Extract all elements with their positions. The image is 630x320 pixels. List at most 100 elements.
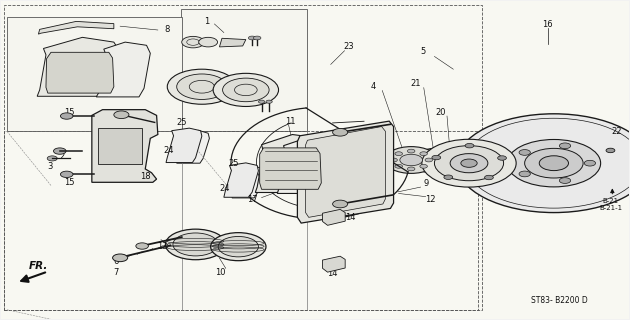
Text: 12: 12	[425, 195, 435, 204]
Text: 11: 11	[88, 61, 99, 70]
FancyBboxPatch shape	[181, 9, 307, 131]
Circle shape	[333, 200, 348, 208]
Circle shape	[181, 36, 204, 48]
Polygon shape	[260, 148, 321, 189]
Text: 25: 25	[228, 159, 239, 168]
Circle shape	[425, 158, 433, 162]
Circle shape	[333, 128, 348, 136]
Circle shape	[444, 175, 453, 180]
Circle shape	[198, 37, 217, 47]
Circle shape	[168, 69, 236, 104]
Text: FR.: FR.	[29, 261, 48, 271]
Polygon shape	[176, 130, 209, 163]
Text: 10: 10	[215, 268, 226, 277]
Circle shape	[584, 160, 595, 166]
Text: 5: 5	[420, 47, 426, 56]
Circle shape	[498, 156, 507, 160]
Text: 4: 4	[370, 82, 375, 91]
Circle shape	[54, 148, 66, 154]
Text: 13: 13	[158, 242, 168, 251]
Text: B-21: B-21	[602, 198, 619, 204]
Text: 3: 3	[48, 162, 53, 171]
Circle shape	[559, 143, 571, 149]
Text: 11: 11	[285, 117, 295, 126]
Polygon shape	[255, 134, 324, 193]
Polygon shape	[323, 256, 345, 272]
Circle shape	[113, 254, 128, 262]
Circle shape	[213, 73, 278, 107]
Circle shape	[385, 147, 438, 173]
Polygon shape	[166, 128, 202, 163]
Text: 7: 7	[113, 268, 118, 277]
Circle shape	[390, 158, 398, 162]
Polygon shape	[98, 128, 142, 164]
Text: 6: 6	[113, 257, 118, 266]
Circle shape	[413, 148, 462, 174]
Text: 23: 23	[343, 42, 353, 52]
Text: 22: 22	[612, 127, 622, 136]
Polygon shape	[37, 37, 119, 96]
Circle shape	[60, 113, 73, 119]
Text: 15: 15	[64, 108, 74, 117]
Circle shape	[166, 229, 226, 260]
Circle shape	[539, 156, 568, 171]
Polygon shape	[306, 126, 386, 217]
Circle shape	[395, 164, 403, 168]
Circle shape	[400, 154, 423, 166]
Text: 14: 14	[327, 268, 337, 278]
Circle shape	[408, 167, 415, 171]
Polygon shape	[297, 121, 394, 223]
Text: 17: 17	[247, 195, 258, 204]
Text: ST83- B2200 D: ST83- B2200 D	[530, 296, 587, 305]
Polygon shape	[92, 110, 158, 182]
Circle shape	[450, 154, 488, 173]
Circle shape	[218, 236, 258, 257]
Circle shape	[507, 140, 600, 187]
Circle shape	[253, 36, 261, 40]
Polygon shape	[277, 136, 341, 194]
Text: B-21-1: B-21-1	[599, 205, 622, 212]
Polygon shape	[232, 166, 263, 198]
Text: 19: 19	[332, 141, 342, 150]
Polygon shape	[7, 17, 181, 131]
Polygon shape	[46, 52, 114, 93]
Circle shape	[248, 36, 256, 40]
Text: 9: 9	[423, 180, 429, 188]
Text: 2: 2	[60, 152, 65, 161]
Circle shape	[484, 175, 493, 180]
Text: 8: 8	[164, 25, 169, 34]
Circle shape	[422, 139, 516, 187]
Circle shape	[60, 171, 73, 178]
Circle shape	[435, 146, 503, 181]
Circle shape	[420, 164, 427, 168]
Circle shape	[432, 155, 440, 160]
Circle shape	[258, 100, 265, 103]
Circle shape	[136, 243, 149, 249]
Text: 20: 20	[435, 108, 446, 117]
Circle shape	[559, 178, 571, 183]
Circle shape	[222, 78, 269, 102]
Polygon shape	[38, 21, 114, 34]
Text: 24: 24	[220, 184, 231, 193]
Circle shape	[422, 146, 482, 177]
Circle shape	[525, 148, 583, 178]
Text: 21: 21	[410, 79, 421, 88]
Text: 1: 1	[204, 17, 210, 26]
Circle shape	[420, 152, 427, 156]
Circle shape	[465, 143, 474, 148]
Text: 14: 14	[345, 213, 355, 222]
Circle shape	[519, 149, 530, 155]
Circle shape	[457, 114, 630, 212]
Polygon shape	[96, 42, 151, 97]
Polygon shape	[224, 163, 258, 197]
Circle shape	[114, 111, 129, 119]
Text: 18: 18	[140, 172, 151, 181]
Circle shape	[176, 74, 227, 100]
Circle shape	[173, 233, 218, 256]
Circle shape	[606, 148, 615, 153]
Circle shape	[47, 156, 57, 161]
Polygon shape	[219, 38, 246, 47]
Circle shape	[395, 152, 403, 156]
Circle shape	[408, 149, 415, 153]
Circle shape	[210, 233, 266, 261]
